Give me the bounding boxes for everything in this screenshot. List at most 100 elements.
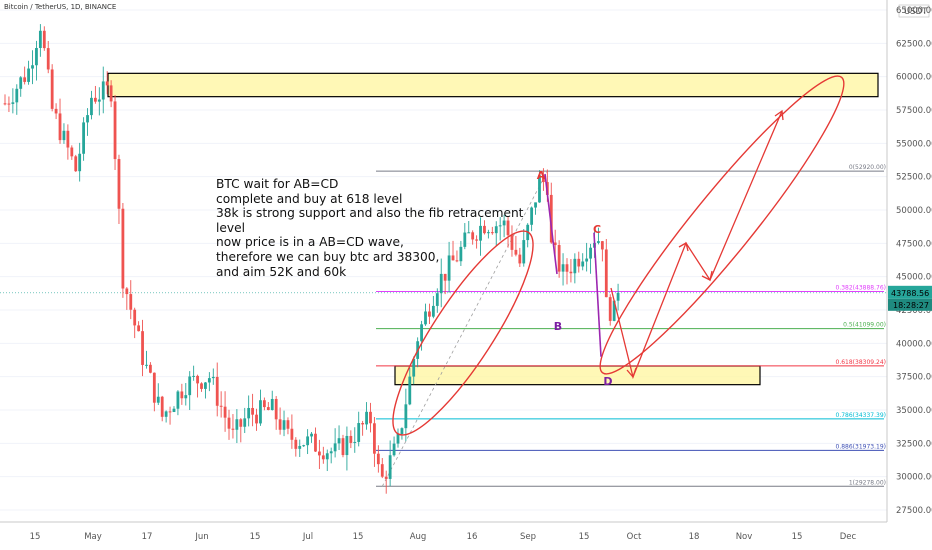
- candle-up: [345, 426, 349, 471]
- price-tick-label: 62500.00: [896, 39, 932, 49]
- candle-body: [117, 159, 121, 209]
- candle-up: [145, 350, 148, 369]
- candle-body: [109, 85, 113, 102]
- candle-up: [612, 300, 616, 322]
- candle-body: [565, 264, 569, 272]
- candle-body: [314, 433, 317, 452]
- candle-down: [471, 230, 475, 245]
- wave-points: A B C D: [537, 169, 613, 388]
- candle-body: [459, 246, 463, 262]
- candle-body: [522, 240, 526, 264]
- candle-body: [380, 464, 384, 477]
- candle-up: [424, 303, 427, 326]
- candle-body: [74, 156, 78, 172]
- price-tick-label: 42500.00: [896, 306, 932, 316]
- candle-body: [518, 254, 522, 264]
- candle-up: [404, 388, 408, 442]
- candle-body: [502, 220, 506, 226]
- time-tick-label: 18: [689, 532, 700, 542]
- candle-up: [306, 429, 310, 455]
- candle-body: [569, 271, 573, 274]
- candle-down: [231, 414, 235, 439]
- candle-body: [211, 376, 215, 379]
- price-tick-label: 55000.00: [896, 139, 932, 149]
- candle-body: [365, 411, 368, 425]
- ab-leg-line: [544, 173, 558, 275]
- candle-body: [333, 443, 337, 452]
- candle-down: [569, 258, 573, 283]
- candle-body: [278, 419, 282, 430]
- candle-up: [156, 383, 160, 406]
- candle-down: [200, 382, 203, 392]
- candle-up: [35, 40, 38, 81]
- candle-down: [376, 445, 380, 473]
- candle-body: [164, 411, 168, 417]
- time-tick-label: Nov: [736, 532, 753, 542]
- candle-down: [341, 434, 345, 458]
- candle-body: [530, 207, 534, 225]
- fib-label-1: 1(29278.00): [849, 479, 886, 486]
- candle-body: [35, 47, 38, 66]
- candle-down: [451, 240, 455, 261]
- candle-up: [31, 50, 34, 85]
- candle-body: [180, 391, 184, 399]
- candle-up: [498, 217, 502, 241]
- candle-body: [392, 443, 396, 456]
- candle-body: [589, 247, 592, 259]
- time-tick-label: 15: [579, 532, 590, 542]
- candle-body: [11, 102, 15, 104]
- current-price-value: 43788.56: [891, 289, 929, 298]
- candle-up: [388, 440, 392, 487]
- zone-resistance-60k: [107, 72, 879, 98]
- candle-body: [573, 258, 577, 274]
- time-axis[interactable]: 15 May 17 Jun 15 Jul 15 Aug 16 Sep 15 Oct 18 Nov 15 Dec: [0, 521, 887, 542]
- candle-body: [204, 382, 207, 389]
- candle-up: [38, 24, 42, 57]
- note-line: 38k is strong support and also the fib r…: [216, 206, 524, 221]
- candle-body: [66, 130, 70, 148]
- candle-down: [66, 124, 70, 160]
- candle-body: [318, 451, 321, 456]
- candle-up: [207, 372, 211, 392]
- candle-down: [215, 362, 219, 417]
- candle-body: [243, 418, 247, 427]
- candle-down: [373, 417, 376, 467]
- price-tick-label: 27500.00: [896, 506, 932, 516]
- candle-down: [168, 406, 172, 425]
- candle-up: [97, 87, 101, 116]
- candle-body: [78, 153, 82, 172]
- candle-up: [420, 320, 423, 351]
- candle-up: [534, 202, 537, 215]
- candle-body: [455, 260, 459, 262]
- time-tick-label: Jul: [302, 532, 313, 542]
- candle-body: [337, 438, 341, 444]
- candle-down: [109, 80, 113, 108]
- price-tick-label: 52500.00: [896, 173, 932, 183]
- price-axis[interactable]: USDT 27500.00 30000.00 32500.00 35000.00 3750…: [886, 0, 932, 522]
- ellipse-ab-wave: [392, 230, 534, 436]
- candle-down: [266, 402, 270, 411]
- fib-label-0.618: 0.618(38309.24): [836, 359, 887, 366]
- candle-up: [522, 228, 526, 267]
- candle-up: [259, 389, 262, 426]
- candle-up: [585, 242, 589, 272]
- candle-body: [400, 428, 404, 435]
- candle-down: [286, 417, 290, 435]
- arrow-head: [701, 270, 713, 281]
- candle-up: [530, 206, 534, 232]
- candle-up: [396, 428, 400, 448]
- candle-up: [15, 84, 19, 115]
- candle-down: [58, 98, 62, 144]
- candle-body: [412, 358, 416, 377]
- candle-up: [247, 395, 251, 427]
- candle-body: [251, 407, 254, 415]
- candle-body: [239, 419, 243, 427]
- candle-down: [105, 71, 109, 95]
- candle-up: [302, 444, 306, 447]
- candle-body: [286, 420, 290, 429]
- candle-body: [31, 65, 34, 69]
- price-tick-label: 37500.00: [896, 373, 932, 383]
- candle-body: [494, 226, 498, 234]
- candle-down: [557, 240, 561, 278]
